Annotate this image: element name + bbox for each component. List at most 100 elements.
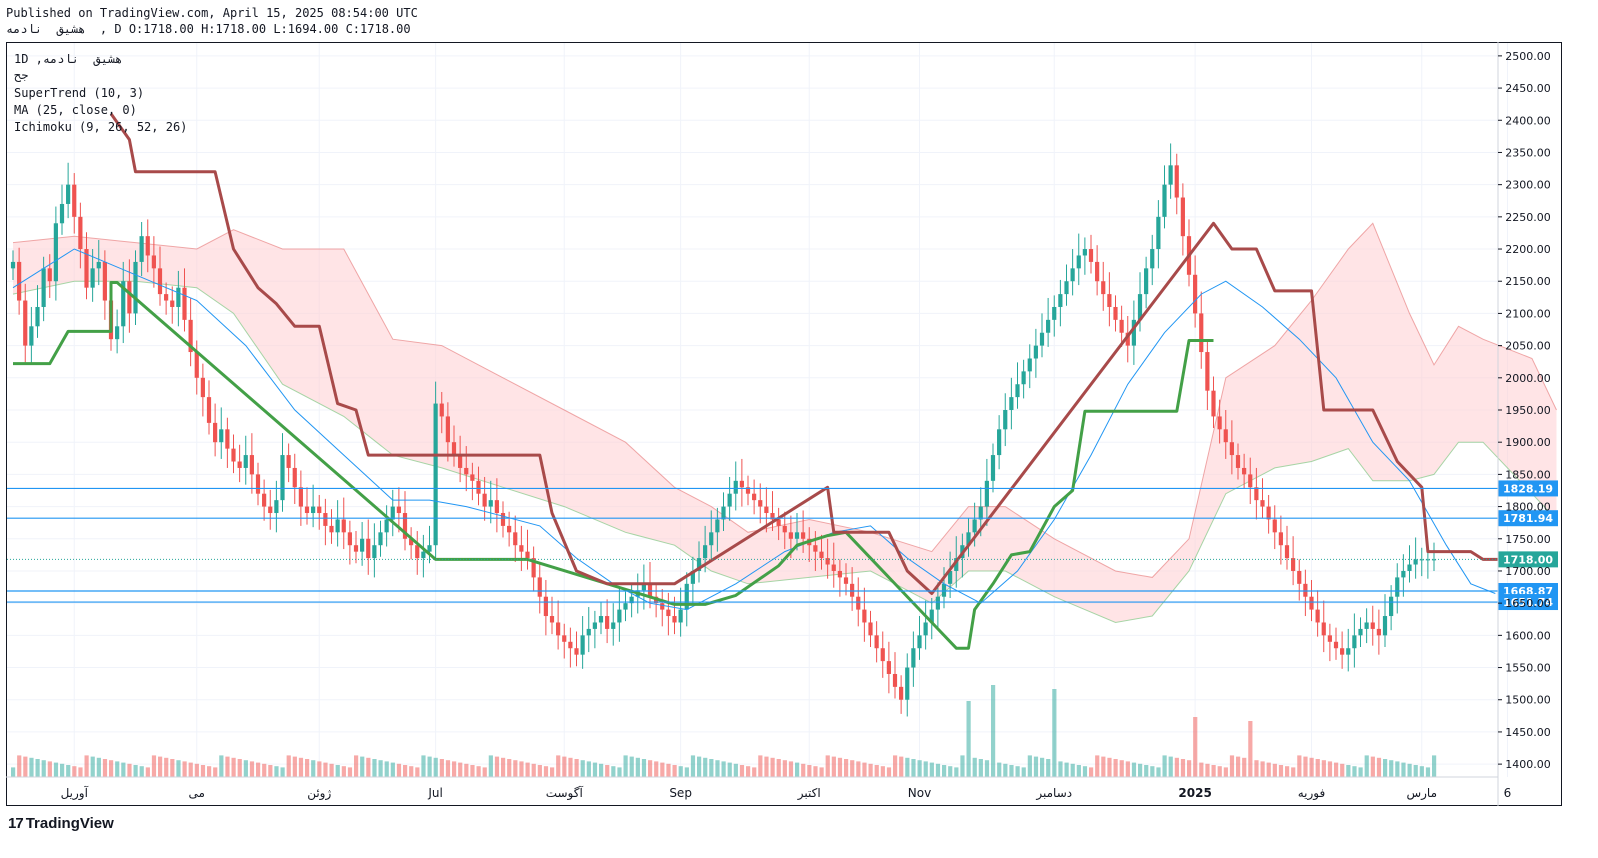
volume-bar xyxy=(127,763,132,777)
volume-bar xyxy=(752,767,757,777)
candle-body xyxy=(782,525,787,533)
legend-ichimoku[interactable]: Ichimoku (9, 26, 52, 26) xyxy=(14,120,188,134)
candle-body xyxy=(556,622,561,636)
supertrend-down-line xyxy=(109,112,1508,595)
volume-bar xyxy=(421,755,426,777)
candle-body xyxy=(84,249,89,288)
volume-bar xyxy=(1291,767,1296,777)
candle-body xyxy=(133,261,138,314)
candle-body xyxy=(580,635,585,655)
candle-body xyxy=(1052,306,1057,320)
candle-body xyxy=(304,506,310,514)
candle-body xyxy=(562,635,567,642)
candle-body xyxy=(213,422,218,443)
volume-bar xyxy=(237,759,242,777)
candle-body xyxy=(115,326,120,340)
volume-bar xyxy=(727,762,732,777)
volume-bar xyxy=(1070,763,1075,777)
candle-body xyxy=(1315,609,1320,623)
volume-bar xyxy=(868,763,873,777)
legend-ma[interactable]: MA (25, close, 0) xyxy=(14,103,137,117)
candle-body xyxy=(206,397,212,423)
volume-bar xyxy=(170,759,175,777)
volume-bar xyxy=(525,762,530,777)
volume-bar xyxy=(690,755,696,777)
volume-bar xyxy=(464,763,469,777)
candle-body xyxy=(984,480,989,507)
volume-bar xyxy=(715,760,720,777)
candle-body xyxy=(1272,519,1277,533)
candle-body xyxy=(990,455,996,481)
candle-body xyxy=(1260,500,1265,507)
candle-body xyxy=(862,609,867,623)
volume-bar xyxy=(788,761,794,777)
volume-bar xyxy=(470,765,475,777)
volume-bar xyxy=(1150,766,1155,777)
candle-body xyxy=(145,236,150,256)
candle-body xyxy=(151,255,156,269)
candle-body xyxy=(525,551,530,559)
candle-body xyxy=(225,429,230,449)
candle-body xyxy=(899,686,904,700)
volume-bar xyxy=(1370,756,1375,777)
volume-bar xyxy=(249,761,255,777)
candle-body xyxy=(1382,616,1388,636)
candle-body xyxy=(549,616,555,623)
volume-bar xyxy=(1015,766,1020,777)
legend-supertrend[interactable]: SuperTrend (10, 3) xyxy=(14,86,145,100)
volume-bar xyxy=(1303,756,1308,777)
candle-body xyxy=(1150,249,1155,269)
volume-bar xyxy=(1376,757,1382,777)
candle-body xyxy=(935,596,940,610)
volume-bar xyxy=(354,755,359,777)
candle-body xyxy=(35,306,40,327)
candle-body xyxy=(1039,332,1045,346)
candle-body xyxy=(66,184,71,204)
volume-bar xyxy=(795,762,800,777)
candle-body xyxy=(366,538,371,559)
candle-body xyxy=(856,596,861,610)
volume-bar xyxy=(917,760,922,777)
volume-bar xyxy=(886,767,892,777)
candle-body xyxy=(1205,352,1210,391)
candle-body xyxy=(427,545,432,552)
legend-symbol: 1D ,هشیق نادمه xyxy=(14,52,123,66)
y-tick-label: 2150.00 xyxy=(1505,275,1551,288)
price-chart[interactable]: 1828.191781.941668.871651.741718.001400.… xyxy=(6,42,1562,806)
candle-body xyxy=(1248,474,1253,488)
volume-bar xyxy=(874,765,879,777)
volume-bar xyxy=(929,762,934,777)
volume-bar xyxy=(1187,760,1192,777)
volume-bar xyxy=(605,765,610,777)
volume-bar xyxy=(519,761,524,777)
volume-bar xyxy=(1217,766,1222,777)
volume-bar xyxy=(556,755,561,777)
volume-bar xyxy=(1193,717,1198,777)
volume-bar xyxy=(513,760,518,777)
candle-body xyxy=(1413,559,1418,565)
tradingview-brand[interactable]: 17 TradingView xyxy=(8,815,114,832)
candle-body xyxy=(1395,577,1400,597)
volume-bar xyxy=(997,762,1002,777)
volume-bar xyxy=(84,755,89,777)
volume-bar xyxy=(1358,767,1363,777)
volume-bar xyxy=(366,757,371,777)
candle-body xyxy=(1027,358,1032,372)
candle-body xyxy=(1009,397,1014,410)
candle-body xyxy=(880,648,885,662)
candle-body xyxy=(433,403,438,546)
candle-body xyxy=(1137,294,1143,320)
candle-body xyxy=(1015,384,1020,398)
candle-body xyxy=(1297,570,1302,584)
candle-body xyxy=(1064,281,1069,295)
candle-body xyxy=(629,596,634,604)
last-price-badge xyxy=(1498,551,1558,568)
candle-body xyxy=(451,442,457,456)
volume-bar xyxy=(439,759,444,777)
candle-body xyxy=(1303,583,1308,597)
volume-bar xyxy=(801,763,806,777)
candle-body xyxy=(966,532,971,546)
candle-body xyxy=(1033,345,1038,359)
y-tick-label: 2400.00 xyxy=(1505,114,1551,127)
candle-body xyxy=(78,216,83,250)
